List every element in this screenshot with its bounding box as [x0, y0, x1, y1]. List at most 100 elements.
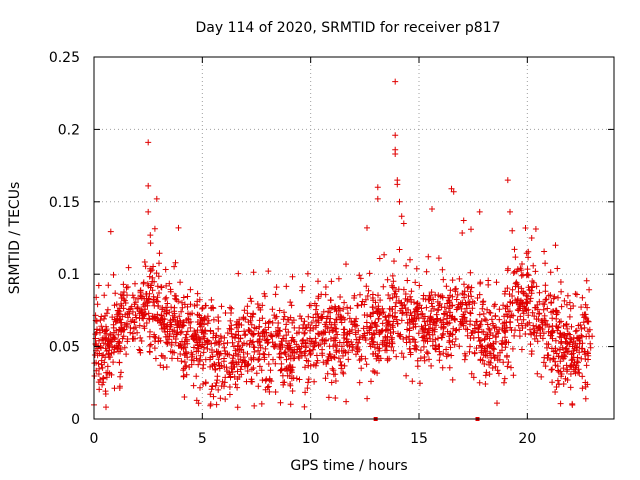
data-point [504, 363, 511, 370]
data-point [528, 235, 535, 241]
data-point [311, 340, 318, 347]
data-point [179, 304, 186, 311]
data-point [103, 404, 109, 411]
data-point [156, 260, 162, 267]
data-point [511, 246, 518, 253]
data-point [174, 329, 181, 336]
data-point [479, 328, 485, 335]
data-point [180, 319, 187, 326]
data-point [533, 316, 540, 323]
data-point [409, 378, 416, 385]
data-point [492, 363, 499, 370]
data-point [566, 299, 573, 306]
data-point [552, 337, 559, 344]
data-point [556, 319, 563, 326]
data-point [487, 310, 494, 316]
data-point [504, 285, 511, 292]
data-point [322, 321, 328, 328]
data-point [328, 379, 335, 386]
data-point [362, 337, 369, 343]
data-point [500, 302, 507, 309]
data-point [335, 275, 342, 282]
data-point [183, 336, 190, 343]
data-point [266, 318, 273, 325]
data-point [341, 299, 348, 306]
data-point [429, 303, 436, 310]
data-point [396, 246, 403, 253]
data-point [243, 340, 250, 347]
data-point [162, 266, 169, 273]
data-point [534, 370, 541, 377]
data-point [568, 323, 575, 330]
data-point [300, 337, 307, 344]
data-point [264, 340, 271, 347]
data-point [215, 339, 222, 346]
data-point [525, 312, 532, 319]
data-point [290, 337, 297, 343]
data-point [413, 265, 420, 272]
data-point [211, 361, 218, 368]
data-point [210, 393, 217, 400]
data-point [380, 283, 387, 290]
data-point [524, 271, 531, 278]
data-point [227, 317, 234, 324]
data-point [95, 282, 102, 289]
data-point [568, 351, 575, 358]
data-point [564, 325, 571, 332]
data-point [186, 364, 193, 371]
data-point [553, 350, 560, 357]
data-point [107, 354, 114, 361]
data-point [263, 329, 270, 336]
data-point [303, 357, 310, 364]
data-point [255, 330, 262, 337]
data-point [129, 292, 136, 299]
data-point [557, 358, 564, 365]
data-point [167, 348, 174, 355]
data-point [467, 343, 473, 350]
data-point [117, 327, 124, 334]
data-point [440, 350, 447, 357]
data-point [453, 296, 460, 303]
data-point [287, 401, 294, 408]
data-point [449, 277, 456, 284]
data-point [102, 328, 108, 335]
data-point [200, 349, 207, 356]
data-point [219, 378, 226, 385]
data-point [399, 310, 406, 317]
data-point [178, 344, 185, 351]
data-point [380, 309, 387, 316]
data-point [213, 380, 220, 386]
data-point [126, 310, 133, 317]
data-point [273, 284, 280, 291]
data-point [445, 305, 452, 312]
data-point [255, 383, 262, 390]
data-point [384, 355, 391, 362]
data-point [199, 305, 206, 312]
data-point [333, 347, 340, 354]
data-point [449, 313, 456, 320]
data-point [161, 308, 168, 315]
data-point [414, 357, 421, 364]
x-tick-label: 20 [518, 431, 536, 447]
data-point [231, 364, 238, 370]
data-point [524, 266, 531, 273]
data-point [275, 332, 282, 339]
data-point [111, 335, 118, 342]
data-point [125, 314, 131, 321]
data-point [374, 195, 381, 202]
data-point [412, 279, 419, 286]
data-point [493, 333, 500, 340]
data-point [287, 363, 294, 370]
data-point [163, 294, 170, 301]
data-point [250, 269, 257, 276]
data-point [403, 334, 410, 341]
data-point [179, 338, 185, 345]
data-point [96, 327, 103, 334]
data-point [324, 370, 331, 377]
data-point [209, 347, 215, 353]
data-point [558, 288, 565, 295]
data-point [136, 346, 143, 353]
data-point [302, 389, 309, 396]
data-point [238, 363, 245, 370]
data-point [248, 376, 255, 383]
